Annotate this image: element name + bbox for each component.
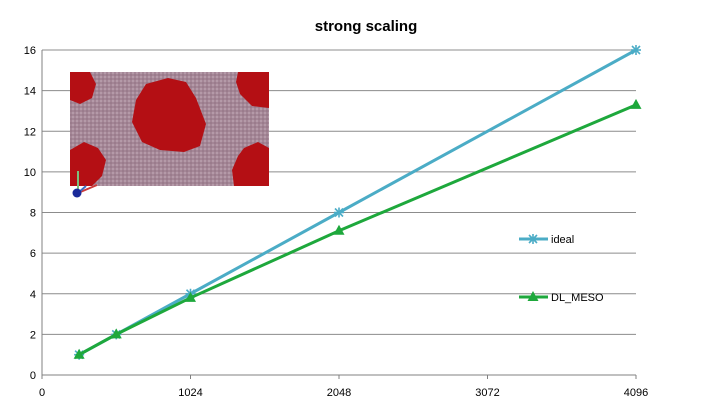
y-tick-label: 12 — [24, 126, 36, 138]
y-tick-label: 14 — [24, 86, 36, 98]
data-point — [630, 98, 642, 109]
legend-marker — [528, 234, 538, 244]
chart-title: strong scaling — [315, 18, 418, 35]
y-tick-label: 2 — [30, 329, 36, 341]
y-tick-label: 4 — [30, 289, 36, 301]
series-layer — [73, 45, 642, 360]
legend-label: DL_MESO — [551, 292, 604, 304]
legend-marker — [527, 291, 539, 301]
y-axis-ticks: 0 2 4 6 8 10 12 14 16 — [24, 45, 36, 382]
data-point — [334, 207, 344, 218]
data-point — [631, 45, 641, 55]
x-tick-label: 0 — [39, 387, 45, 399]
x-tick-label: 3072 — [475, 387, 499, 399]
x-tick-label: 2048 — [327, 387, 351, 399]
axes-triad-icon — [72, 171, 98, 198]
y-tick-label: 16 — [24, 45, 36, 57]
data-point — [73, 348, 85, 359]
data-point — [110, 328, 122, 339]
x-tick-label: 1024 — [178, 387, 202, 399]
x-tick-label: 4096 — [624, 387, 648, 399]
y-tick-label: 10 — [24, 167, 36, 179]
x-axis-ticks: 0 1024 2048 3072 4096 — [39, 375, 648, 399]
data-point — [333, 224, 345, 235]
y-tick-label: 8 — [30, 208, 36, 220]
y-tick-label: 6 — [30, 248, 36, 260]
domain-blob — [236, 72, 269, 108]
legend: ideal DL_MESO — [519, 234, 604, 304]
data-point — [185, 291, 196, 302]
domain-blob — [132, 78, 206, 152]
legend-label: ideal — [551, 234, 574, 246]
y-tick-label: 0 — [30, 370, 36, 382]
domain-blob — [70, 72, 96, 104]
domain-blob — [232, 142, 269, 186]
simulation-snapshot-image — [70, 72, 269, 198]
